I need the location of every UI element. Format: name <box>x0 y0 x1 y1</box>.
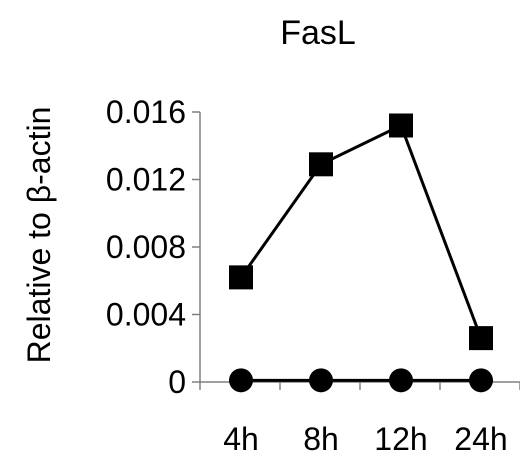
y-tick-label: 0.004 <box>106 297 186 333</box>
x-tick-label: 4h <box>223 421 259 457</box>
data-point-circle <box>389 368 413 393</box>
x-tick-label: 12h <box>374 421 427 457</box>
y-axis-label: Relative to β-actin <box>21 107 57 364</box>
data-point-square <box>309 152 333 177</box>
data-point-circle <box>229 368 253 393</box>
x-tick-label: 8h <box>303 421 339 457</box>
data-point-square <box>229 265 253 290</box>
y-tick-label: 0.008 <box>106 229 186 265</box>
series-line <box>239 123 483 339</box>
y-tick-label: 0 <box>168 364 186 400</box>
y-tick-label: 0.012 <box>106 162 186 198</box>
chart-title: FasL <box>280 14 356 52</box>
data-point-circle <box>309 368 333 393</box>
data-point-square <box>469 326 493 351</box>
x-tick-label: 24h <box>454 421 507 457</box>
data-point-square <box>389 113 413 138</box>
series-layer <box>229 113 493 393</box>
data-point-circle <box>469 368 493 393</box>
axes: 0 0.004 0.008 0.012 0.016 4h 8h 12h 24h <box>106 94 520 457</box>
y-tick-label: 0.016 <box>106 94 186 130</box>
